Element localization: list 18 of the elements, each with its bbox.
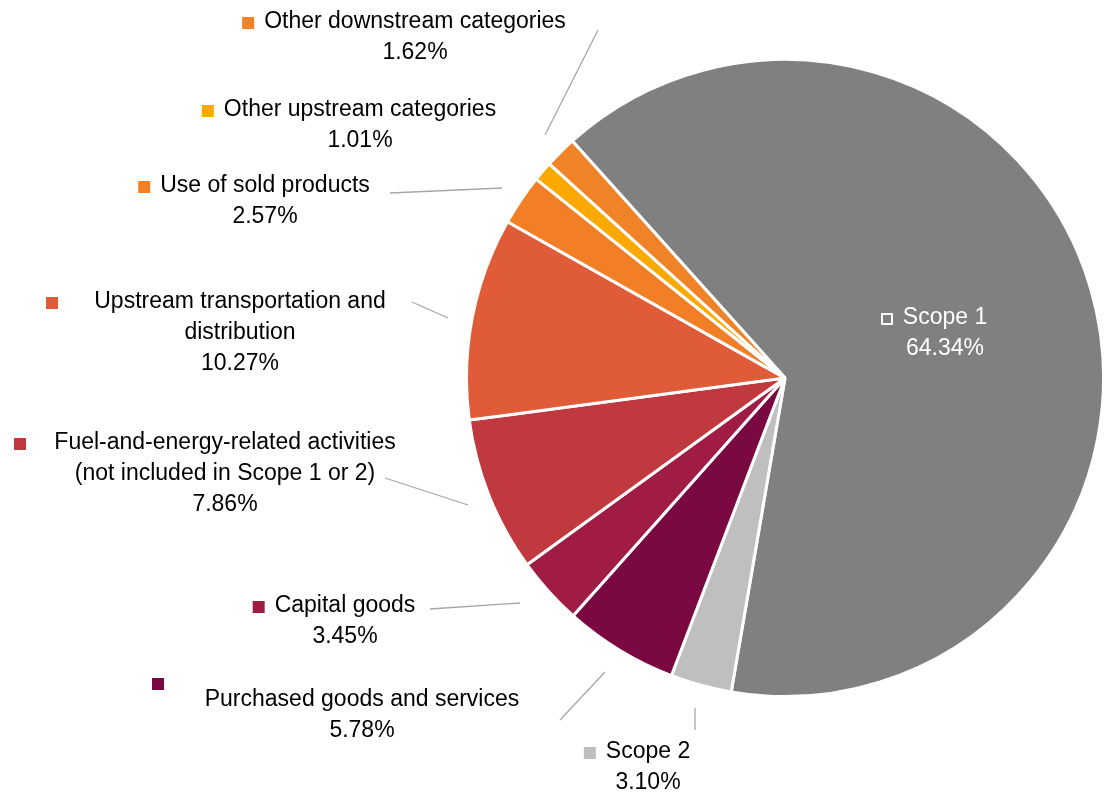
data-label: 10.27% <box>200 349 280 376</box>
data-label: 64.34% <box>905 334 985 361</box>
legend-label: Other upstream categories <box>223 95 497 122</box>
legend-label: Scope 2 <box>605 737 691 764</box>
data-label: 3.10% <box>615 768 681 795</box>
legend-label: Capital goods <box>274 591 416 618</box>
data-label: 5.78% <box>329 716 395 743</box>
data-label: 7.86% <box>192 490 258 517</box>
data-label: 2.57% <box>232 202 298 229</box>
legend-label: Scope 1 <box>902 303 988 330</box>
legend-label: Use of sold products <box>160 171 370 198</box>
legend-label: Other downstream categories <box>264 7 566 34</box>
data-label: 3.45% <box>312 622 378 649</box>
data-label: 1.01% <box>327 126 393 153</box>
legend-label: Purchased goods and services <box>204 685 520 712</box>
data-label: 1.62% <box>382 38 448 65</box>
legend-label: Fuel-and-energy-related activities (not included in Scope 1 or 2) <box>54 428 396 486</box>
legend-label: Upstream transportation and distribution <box>94 287 386 345</box>
